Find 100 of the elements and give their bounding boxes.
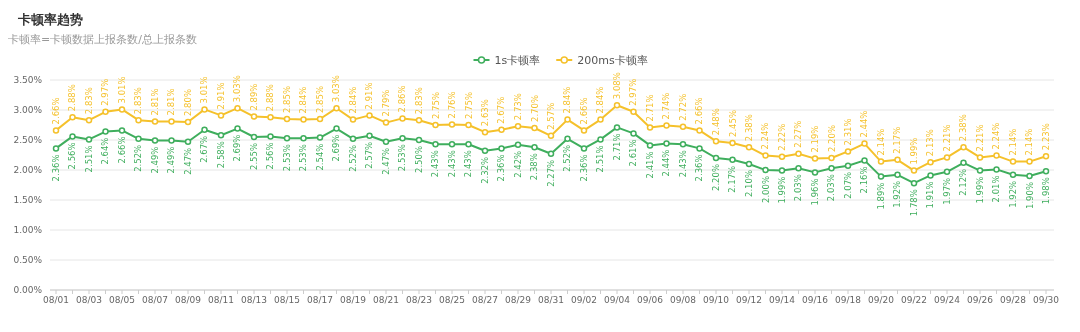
data-label: 2.36% (496, 154, 507, 182)
data-label: 2.51% (84, 145, 94, 173)
data-label: 2.47% (381, 147, 391, 175)
data-label: 2.76% (447, 91, 457, 119)
x-tick-label: 09/26 (967, 295, 994, 305)
data-label: 2.16% (859, 166, 870, 194)
x-tick-label: 08/19 (340, 295, 367, 305)
x-tick-label: 08/11 (208, 295, 234, 305)
data-label: 2.43% (463, 150, 474, 178)
data-label: 2.57% (546, 102, 556, 130)
data-label: 1.90% (1024, 182, 1035, 210)
x-tick-label: 08/07 (142, 295, 168, 305)
x-tick-label: 08/05 (109, 295, 135, 305)
y-tick-label: 3.00% (13, 105, 43, 115)
data-label: 2.91% (364, 82, 375, 110)
y-tick-label: 2.00% (13, 165, 43, 175)
y-tick-label: 0.50% (13, 255, 43, 265)
data-label: 2.88% (265, 84, 276, 112)
data-label: 2.67% (199, 135, 210, 163)
data-label: 2.03% (793, 174, 804, 202)
data-label: 1.99% (777, 176, 787, 204)
data-label: 2.61% (628, 139, 639, 167)
data-label: 2.66% (51, 97, 61, 125)
data-label: 2.74% (661, 92, 672, 120)
data-label: 2.81% (150, 88, 160, 116)
data-label: 3.03% (331, 75, 342, 103)
data-label: 2.49% (166, 146, 177, 174)
x-tick-label: 09/20 (868, 295, 895, 305)
x-tick-label: 09/24 (934, 295, 961, 305)
data-label: 2.91% (216, 82, 226, 110)
data-label: 2.44% (661, 149, 672, 177)
data-label: 2.88% (67, 84, 78, 112)
x-tick-label: 09/04 (604, 295, 631, 305)
data-label: 2.36% (579, 154, 589, 182)
data-label: 2.41% (645, 151, 655, 179)
data-label: 1.92% (892, 180, 903, 208)
data-label: 2.47% (183, 147, 193, 175)
data-label: 2.66% (579, 97, 589, 125)
data-label: 2.55% (249, 143, 259, 171)
data-label: 2.79% (381, 89, 391, 117)
data-label: 2.71% (612, 133, 622, 161)
data-label: 2.80% (183, 88, 193, 116)
data-label: 2.66% (694, 97, 705, 125)
data-label: 2.36% (51, 154, 61, 182)
data-label: 1.99% (975, 176, 985, 204)
y-tick-label: 1.50% (13, 195, 43, 205)
data-label: 2.83% (84, 87, 94, 115)
data-label: 2.51% (595, 145, 606, 173)
data-label: 2.64% (100, 137, 111, 165)
data-label: 2.54% (315, 143, 325, 171)
data-label: 2.07% (843, 171, 853, 199)
data-label: 2.12% (958, 168, 969, 196)
x-tick-label: 08/15 (274, 295, 300, 305)
data-label: 3.01% (117, 76, 127, 104)
y-tick-label: 0.00% (13, 285, 43, 295)
data-label: 2.53% (298, 144, 309, 172)
x-tick-label: 09/02 (571, 295, 597, 305)
x-tick-label: 09/10 (703, 295, 730, 305)
data-label: 2.57% (364, 141, 375, 169)
data-label: 2.69% (232, 134, 243, 162)
data-label: 2.43% (678, 150, 688, 178)
x-tick-label: 08/27 (472, 295, 498, 305)
data-label: 2.21% (942, 124, 952, 152)
data-label: 2.48% (711, 108, 721, 136)
data-label: 2.10% (744, 170, 754, 198)
data-label: 2.42% (513, 150, 523, 178)
data-label: 1.91% (925, 181, 936, 209)
data-label: 2.63% (480, 99, 490, 127)
data-label: 2.71% (645, 94, 655, 122)
x-tick-label: 08/31 (538, 295, 564, 305)
x-tick-label: 08/17 (307, 295, 333, 305)
data-label: 2.23% (1041, 123, 1051, 151)
data-label: 1.99% (909, 137, 919, 165)
x-tick-label: 08/13 (241, 295, 267, 305)
data-label: 2.20% (826, 124, 837, 152)
data-label: 2.19% (810, 125, 820, 153)
data-label: 3.03% (232, 75, 243, 103)
data-label: 2.56% (265, 142, 276, 170)
x-tick-label: 09/30 (1033, 295, 1060, 305)
data-label: 2.14% (1008, 128, 1018, 156)
x-tick-label: 08/23 (406, 295, 432, 305)
legend-label: 200ms卡顿率 (577, 54, 648, 67)
x-tick-label: 08/29 (505, 295, 532, 305)
data-label: 2.31% (843, 118, 853, 146)
data-label: 2.21% (975, 124, 985, 152)
x-tick-label: 08/01 (43, 295, 69, 305)
data-label: 2.27% (793, 120, 804, 148)
data-label: 2.69% (331, 134, 342, 162)
data-label: 1.89% (876, 182, 886, 210)
data-label: 2.73% (513, 93, 523, 121)
data-label: 2.83% (414, 87, 424, 115)
data-label: 3.08% (612, 72, 622, 100)
data-label: 1.78% (909, 189, 919, 217)
data-label: 2.66% (117, 136, 127, 164)
x-tick-label: 08/21 (373, 295, 399, 305)
data-label: 1.92% (1008, 180, 1018, 208)
data-label: 2.81% (166, 88, 177, 116)
y-tick-label: 1.00% (13, 225, 43, 235)
data-label: 2.38% (744, 114, 754, 142)
data-label: 2.24% (760, 122, 771, 150)
